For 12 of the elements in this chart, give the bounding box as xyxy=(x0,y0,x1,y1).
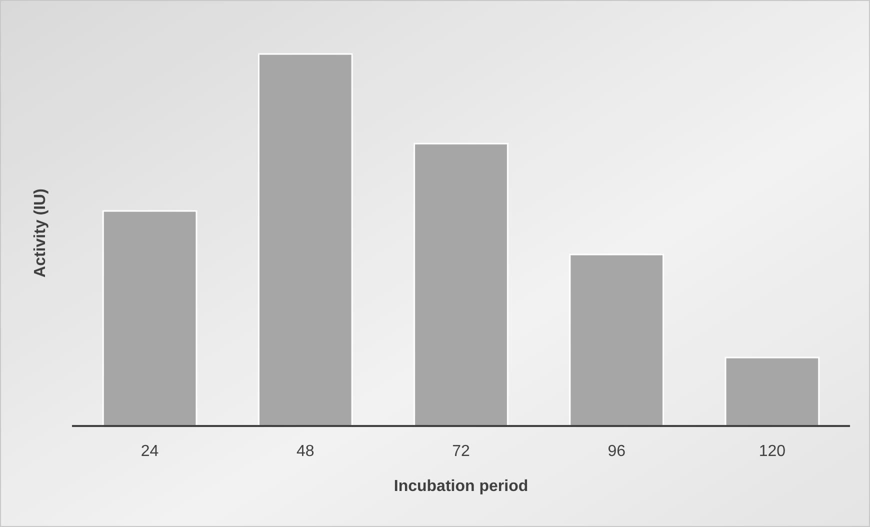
x-tick-label: 24 xyxy=(140,443,159,460)
bar xyxy=(414,142,508,427)
x-tick-label: 120 xyxy=(758,443,786,460)
bar xyxy=(258,53,353,427)
bar xyxy=(724,356,820,427)
x-tick-label: 96 xyxy=(608,443,626,460)
bar xyxy=(569,254,664,427)
bar xyxy=(102,210,198,427)
y-axis-title: Activity (IU) xyxy=(32,188,49,278)
x-tick-label: 48 xyxy=(296,443,314,460)
x-tick-label: 72 xyxy=(452,443,470,460)
x-axis-title: Incubation period xyxy=(394,478,528,495)
